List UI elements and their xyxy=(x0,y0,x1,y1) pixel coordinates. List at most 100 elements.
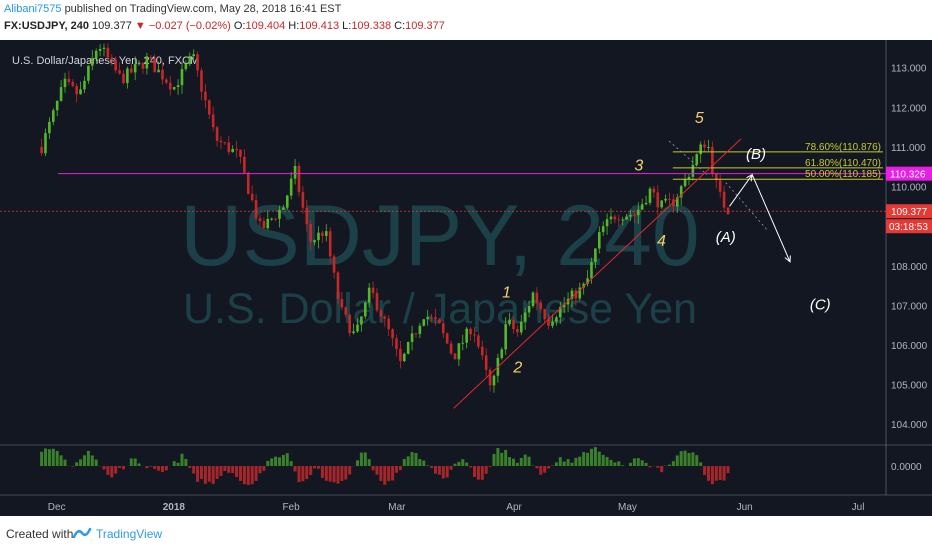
candle-body xyxy=(445,333,449,344)
candle-body xyxy=(434,317,437,320)
oscillator-bar xyxy=(227,466,231,473)
candle-body xyxy=(321,232,324,236)
oscillator-bar xyxy=(628,462,632,466)
candle-body xyxy=(523,312,527,322)
projection-arrow xyxy=(751,174,790,262)
candle-body xyxy=(348,314,351,334)
candle-body xyxy=(67,78,71,82)
oscillator-bar xyxy=(324,466,328,481)
candle-body xyxy=(165,79,168,83)
candle-body xyxy=(484,355,488,370)
candle-body xyxy=(371,287,375,294)
candle-body xyxy=(457,343,461,360)
oscillator-bar xyxy=(441,466,445,479)
candle-body xyxy=(122,73,125,84)
candle-body xyxy=(129,68,133,73)
oscillator-bar xyxy=(508,457,512,466)
wave-label: 3 xyxy=(634,158,643,175)
candle-body xyxy=(422,319,426,326)
candle-body xyxy=(617,219,621,221)
oscillator-bar xyxy=(121,466,125,470)
candle-body xyxy=(278,209,281,219)
open-value: 109.404 xyxy=(245,20,286,32)
footer: Created with TradingView xyxy=(0,516,932,550)
candle-body xyxy=(172,87,176,90)
oscillator-bar xyxy=(387,466,391,482)
oscillator-bar xyxy=(340,466,344,481)
candle-body xyxy=(137,62,141,65)
oscillator-bar xyxy=(644,462,648,466)
wave-label: 4 xyxy=(657,233,666,250)
tradingview-brand[interactable]: TradingView xyxy=(96,527,163,541)
candle-body xyxy=(675,197,679,207)
oscillator-bar xyxy=(297,466,301,483)
price-change: −0.027 (−0.02%) xyxy=(148,20,231,32)
candle-body xyxy=(153,58,156,73)
oscillator-label: 0.0000 xyxy=(891,462,922,473)
candle-body xyxy=(196,54,199,71)
candle-body xyxy=(722,191,726,208)
oscillator-bar xyxy=(457,461,461,466)
candle-body xyxy=(270,218,273,220)
candle-body xyxy=(477,335,480,347)
candle-body xyxy=(640,204,644,210)
candle-body xyxy=(516,329,519,333)
oscillator-bar xyxy=(601,454,605,466)
candle-body xyxy=(192,54,195,57)
close-label: C: xyxy=(394,20,406,32)
candle-body xyxy=(211,114,215,128)
candle-body xyxy=(578,287,582,299)
candle-body xyxy=(636,209,640,216)
oscillator-bar xyxy=(660,466,664,473)
oscillator-bar xyxy=(632,458,636,466)
oscillator-bar xyxy=(153,466,157,469)
price-tick-label: 112.000 xyxy=(891,103,927,114)
time-tick-label: Jul xyxy=(852,502,865,513)
publish-info: Alibani7575 published on TradingView.com… xyxy=(4,3,341,18)
candle-body xyxy=(582,283,585,288)
oscillator-bar xyxy=(484,466,488,474)
candle-body xyxy=(691,164,695,177)
trend-line xyxy=(453,138,742,409)
wave-label: (C) xyxy=(810,296,831,313)
candle-body xyxy=(395,338,398,349)
oscillator-bar xyxy=(523,454,527,466)
oscillator-bar xyxy=(75,462,79,466)
candle-body xyxy=(500,349,504,358)
oscillator-bar xyxy=(589,448,593,466)
oscillator-bar xyxy=(114,466,118,474)
oscillator-bar xyxy=(211,466,215,484)
candle-body xyxy=(492,375,496,386)
time-tick-label: Mar xyxy=(388,502,406,513)
candle-body xyxy=(184,64,188,70)
candle-body xyxy=(551,321,554,326)
author-link[interactable]: Alibani7575 xyxy=(4,3,62,15)
candle-body xyxy=(360,316,363,325)
candle-body xyxy=(543,309,546,320)
price-tick-label: 104.000 xyxy=(891,420,928,431)
candle-body xyxy=(539,302,543,310)
candle-body xyxy=(231,149,234,153)
candles xyxy=(40,43,730,393)
oscillator-bar xyxy=(535,466,539,469)
oscillator-bar xyxy=(375,466,379,475)
candle-body xyxy=(469,328,472,335)
candle-body xyxy=(668,198,671,200)
fib-level-label: 50.00%(110.185) xyxy=(805,169,881,180)
oscillator-bar xyxy=(515,462,519,466)
candle-body xyxy=(250,193,254,201)
candle-body xyxy=(106,47,110,58)
oscillator-bar xyxy=(710,466,714,485)
price-tick-label: 105.000 xyxy=(891,381,928,392)
last-price: 109.377 xyxy=(92,20,132,32)
oscillator-bar xyxy=(687,452,691,466)
oscillator-bar xyxy=(188,466,192,468)
price-tick-label: 110.000 xyxy=(891,183,927,194)
watermark-name: U.S. Dollar / Japanese Yen xyxy=(183,285,697,333)
candle-body xyxy=(168,82,172,90)
oscillator-bar xyxy=(316,466,320,469)
oscillator-bar xyxy=(86,450,90,466)
candle-body xyxy=(656,192,660,208)
oscillator-bar xyxy=(574,457,578,466)
